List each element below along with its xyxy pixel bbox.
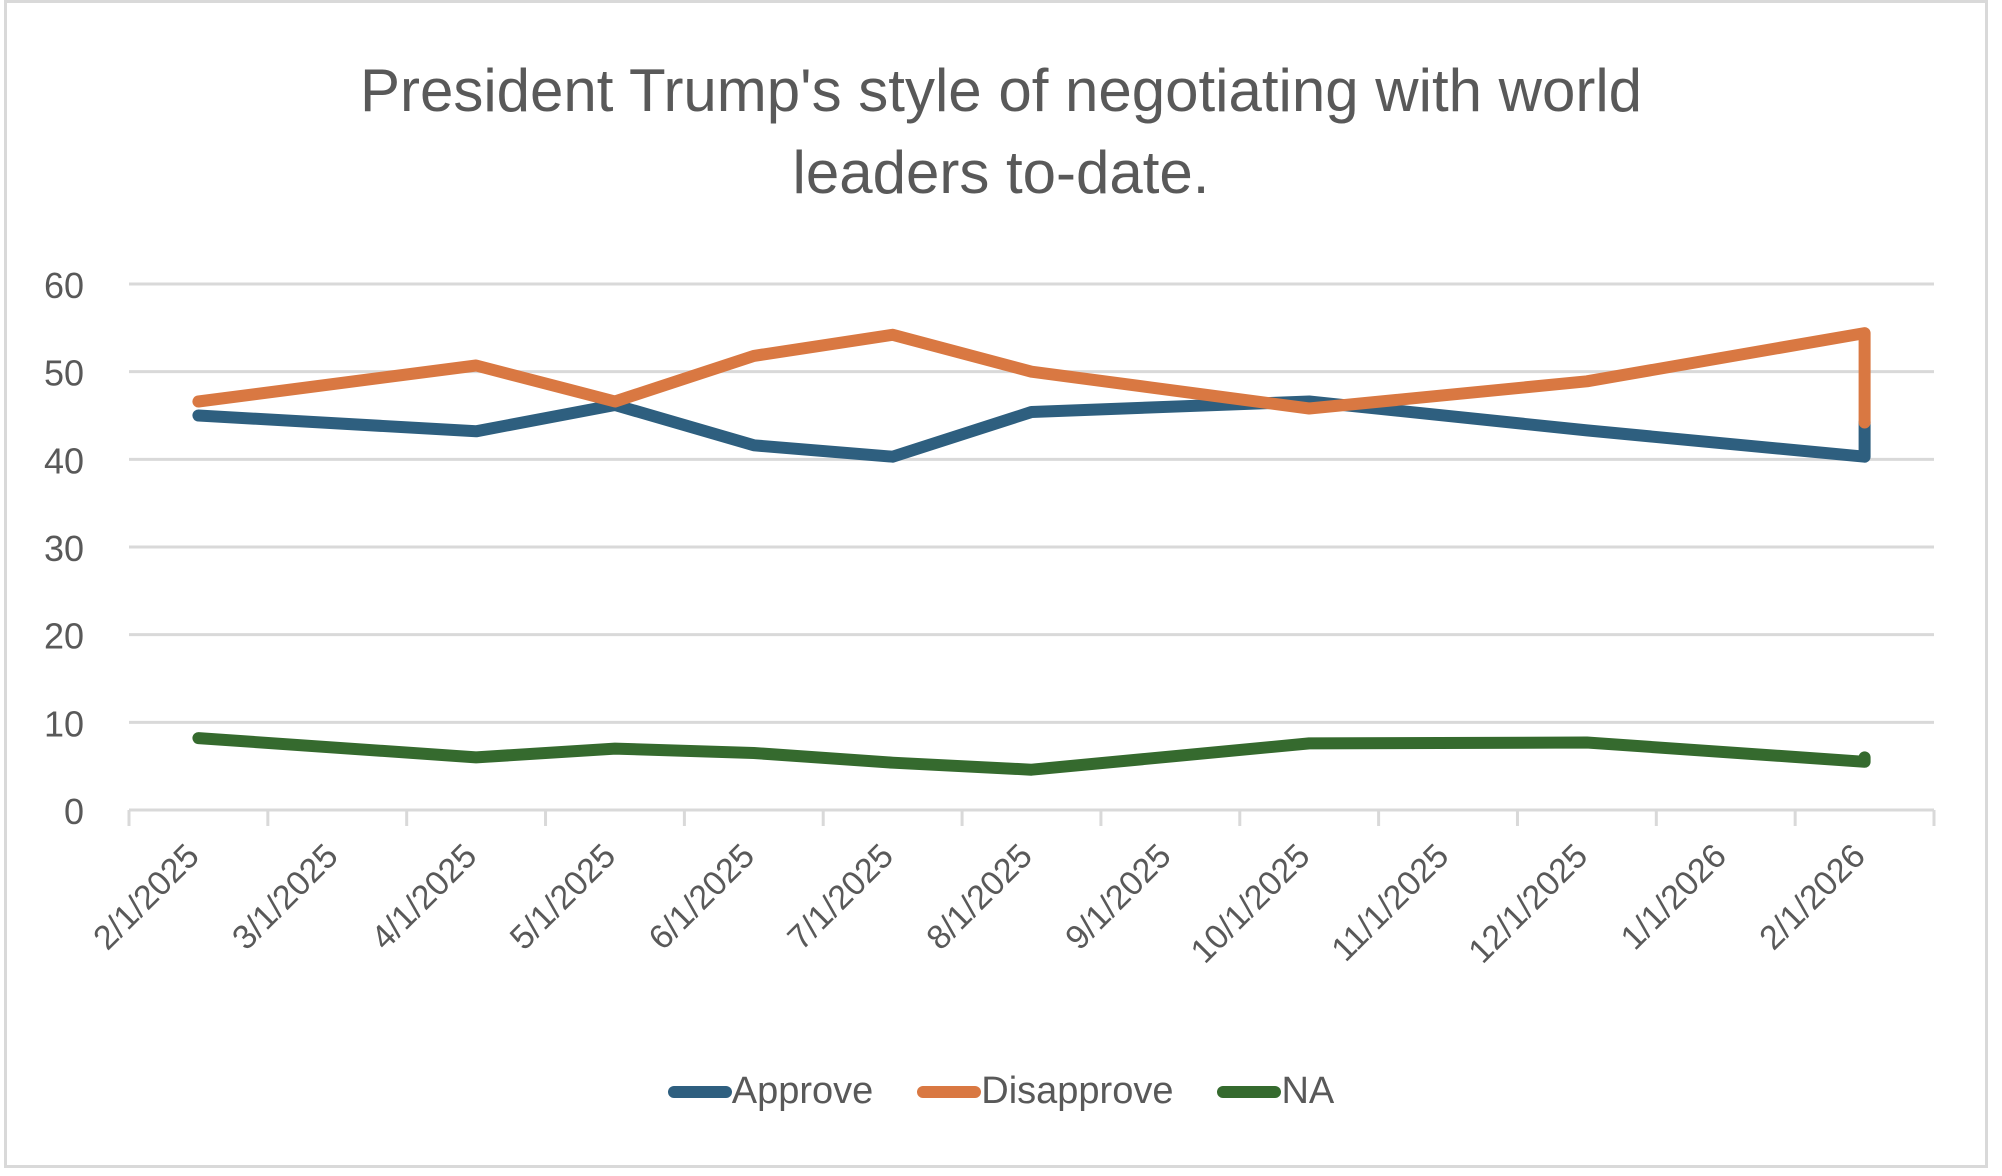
- series-line-disapprove: [192, 327, 1871, 429]
- x-tick-label: 1/1/2026: [1614, 837, 1734, 957]
- x-axis: 2/1/2025 3/1/2025 4/1/2025 5/1/2025 6/1/2025…: [86, 808, 1936, 971]
- y-tick-label: 40: [44, 440, 84, 481]
- series-lines: [192, 327, 1871, 776]
- chart-title: President Trump's style of negotiating w…: [0, 50, 2002, 214]
- legend-label: NA: [1281, 1070, 1335, 1112]
- legend-swatch: [917, 1085, 982, 1098]
- x-tick-label: 10/1/2025: [1184, 837, 1318, 971]
- series-line-approve: [192, 395, 1871, 463]
- y-axis-ticks: 0 10 20 30 40 50 60: [44, 265, 84, 832]
- series-line-na: [192, 732, 1871, 776]
- x-tick-label: 6/1/2025: [642, 837, 762, 957]
- y-tick-label: 50: [44, 353, 84, 394]
- x-tick-label: 12/1/2025: [1461, 837, 1595, 971]
- x-tick-label: 2/1/2025: [86, 837, 206, 957]
- x-tick-label: 11/1/2025: [1324, 837, 1456, 969]
- x-tick-label: 3/1/2025: [225, 837, 345, 957]
- y-tick-label: 60: [44, 265, 84, 306]
- gridlines: [129, 282, 1934, 724]
- legend-item-approve: Approve: [667, 1070, 874, 1113]
- y-tick-label: 20: [44, 616, 84, 657]
- chart-title-line-2: leaders to-date.: [792, 139, 1210, 206]
- legend-item-disapprove: Disapprove: [917, 1070, 1173, 1113]
- chart-title-line-1: President Trump's style of negotiating w…: [359, 57, 1643, 124]
- y-tick-label: 0: [64, 791, 84, 832]
- x-tick-label: 8/1/2025: [919, 837, 1039, 957]
- chart-frame: [4, 0, 1988, 1168]
- legend-label: Approve: [731, 1070, 874, 1112]
- legend-item-na: NA: [1217, 1070, 1334, 1113]
- x-tick-label: 9/1/2025: [1058, 837, 1178, 957]
- x-tick-label: 4/1/2025: [364, 837, 484, 957]
- legend: Approve Disapprove NA: [0, 1070, 2002, 1113]
- y-tick-label: 30: [44, 528, 84, 569]
- y-tick-label: 10: [44, 703, 84, 744]
- legend-swatch: [667, 1085, 732, 1098]
- x-tick-label: 7/1/2025: [780, 837, 900, 957]
- x-tick-label: 5/1/2025: [503, 837, 623, 957]
- legend-label: Disapprove: [981, 1070, 1174, 1112]
- x-tick-label: 2/1/2026: [1752, 837, 1872, 957]
- legend-swatch: [1217, 1085, 1282, 1098]
